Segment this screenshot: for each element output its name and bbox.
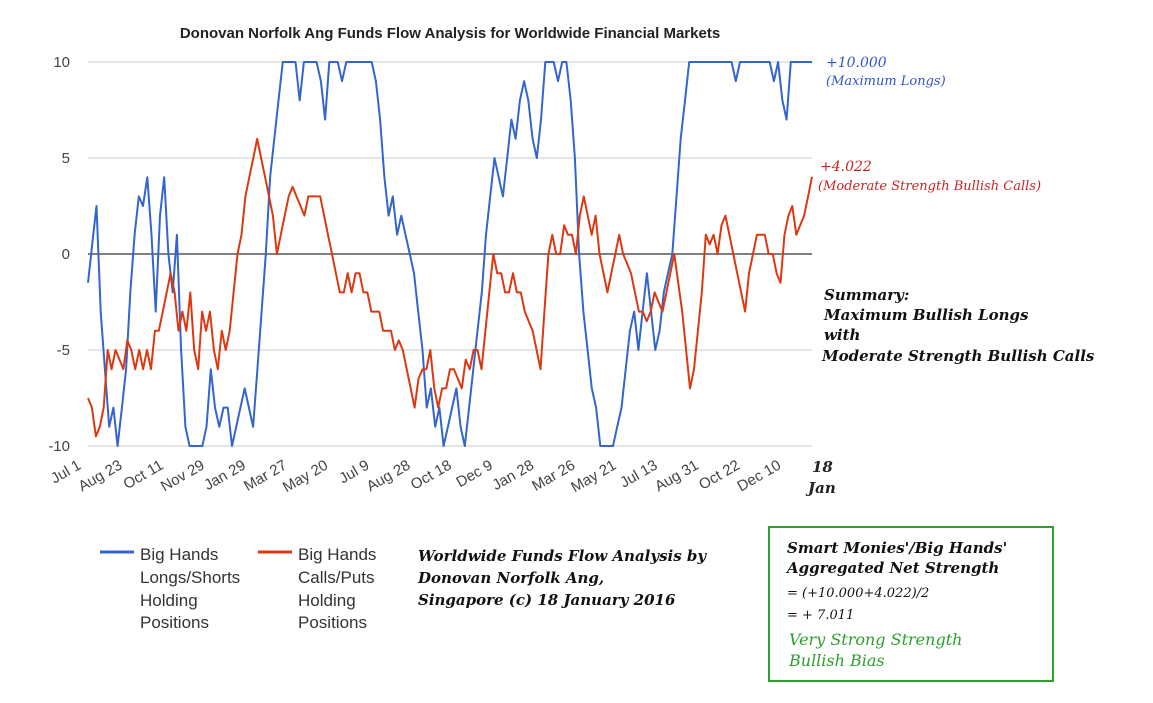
series-line-calls-puts <box>87 137 813 438</box>
y-axis-ticks: 10 5 0 -5 -10 <box>48 54 70 455</box>
summary-line-1: Maximum Bullish Longs <box>823 306 1029 324</box>
blue-desc-annotation: (Maximum Longs) <box>826 74 946 89</box>
x-tick-label: Jul 13 <box>617 457 660 492</box>
aggregate-box-verdict-1: Very Strong Strength <box>789 630 962 649</box>
legend-calls-puts-line3: Holding <box>298 591 356 610</box>
summary-heading: Summary: <box>824 286 909 304</box>
x-tick-label: Oct 11 <box>121 457 167 493</box>
x-tick-label: May 20 <box>280 457 331 496</box>
x-end-label-day: 18 <box>812 458 833 476</box>
x-tick-label: Aug 23 <box>75 457 125 495</box>
aggregate-box-line1: Smart Monies'/Big Hands' <box>787 539 1007 557</box>
x-tick-label: Mar 26 <box>529 457 578 495</box>
summary-line-2: with <box>824 326 860 344</box>
chart-title: Donovan Norfolk Ang Funds Flow Analysis … <box>180 25 720 42</box>
credit-line-3: Singapore (c) 18 January 2016 <box>418 591 676 609</box>
red-value-annotation: +4.022 <box>820 159 872 175</box>
y-tick-label: 0 <box>62 246 70 263</box>
aggregate-box-result: = + 7.011 <box>787 608 854 623</box>
x-tick-label: Oct 18 <box>408 457 455 494</box>
red-desc-annotation: (Moderate Strength Bullish Calls) <box>818 179 1041 194</box>
series-line-longs-shorts <box>87 61 812 447</box>
x-tick-label: Oct 22 <box>696 457 743 494</box>
x-tick-label: Jan 28 <box>489 457 537 494</box>
y-tick-label: 5 <box>62 150 70 167</box>
x-tick-label: Nov 29 <box>158 457 208 495</box>
summary-line-3: Moderate Strength Bullish Calls <box>821 347 1095 365</box>
aggregate-box-verdict-2: Bullish Bias <box>788 651 885 670</box>
x-tick-label: May 21 <box>568 457 619 496</box>
x-tick-label: Jan 29 <box>201 457 249 494</box>
x-tick-label: Aug 28 <box>364 457 414 495</box>
grid-lines <box>88 61 812 447</box>
series-lines <box>87 61 813 447</box>
aggregate-box-formula: = (+10.000+4.022)/2 <box>787 586 929 601</box>
aggregate-box-line2: Aggregated Net Strength <box>785 559 999 577</box>
x-end-label-month: Jan <box>805 479 836 497</box>
legend-calls-puts-line1: Big Hands <box>298 545 376 564</box>
summary-note: Summary: Maximum Bullish Longs with Mode… <box>821 286 1095 365</box>
legend-longs-shorts-line1: Big Hands <box>140 545 218 564</box>
legend-calls-puts-line2: Calls/Puts <box>298 568 375 587</box>
legend-longs-shorts-line4: Positions <box>140 613 209 632</box>
legend-longs-shorts-line3: Holding <box>140 591 198 610</box>
credit-note: Worldwide Funds Flow Analysis by Donovan… <box>417 547 707 609</box>
x-tick-label: Mar 27 <box>241 457 290 495</box>
aggregate-box: Smart Monies'/Big Hands' Aggregated Net … <box>768 526 1054 682</box>
legend-longs-shorts-line2: Longs/Shorts <box>140 568 240 587</box>
x-tick-label: Dec 10 <box>734 457 784 495</box>
credit-line-2: Donovan Norfolk Ang, <box>417 569 604 587</box>
blue-value-annotation: +10.000 <box>826 55 887 71</box>
y-tick-label: 10 <box>53 54 70 71</box>
y-tick-label: -10 <box>48 438 70 455</box>
legend-calls-puts-line4: Positions <box>298 613 367 632</box>
aggregate-box-border <box>768 526 1054 682</box>
x-tick-label: Dec 9 <box>453 457 495 491</box>
y-tick-label: -5 <box>57 342 70 359</box>
credit-line-1: Worldwide Funds Flow Analysis by <box>418 547 707 565</box>
x-tick-label: Aug 31 <box>652 457 702 495</box>
legend: Big Hands Longs/Shorts Holding Positions… <box>100 545 376 632</box>
